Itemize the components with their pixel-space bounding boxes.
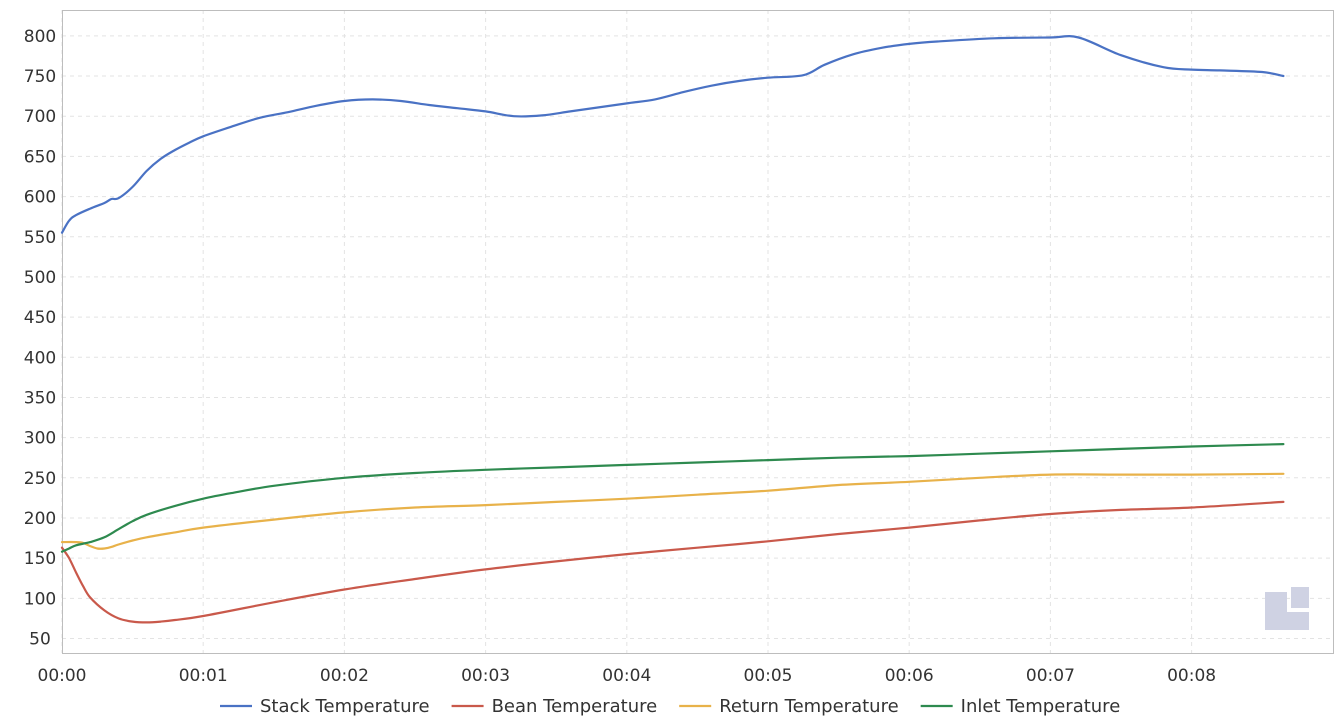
gridlines [61,10,1333,653]
x-tick-label: 00:02 [320,666,369,686]
y-axis-ticks: 50 100 150 200 250 300 350 400 450 500 550 600 650 70… [24,27,56,650]
inlet-temperature-line [60,443,1285,553]
legend-item-return-temperature[interactable]: Return Temperature [679,696,899,717]
x-tick-label: 00:03 [461,666,510,686]
legend: Stack Temperature Bean Temperature Return … [220,696,1120,717]
stack-temperature-line [60,35,1285,234]
y-tick-label: 250 [24,469,56,489]
legend-label: Stack Temperature [260,696,430,717]
y-tick-label: 500 [24,268,56,288]
y-tick-label: 750 [24,67,56,87]
y-tick-label: 350 [24,388,56,408]
bean-temperature-line [60,500,1285,624]
legend-item-stack-temperature[interactable]: Stack Temperature [220,696,430,717]
y-tick-label: 700 [24,107,56,127]
x-tick-label: 00:06 [885,666,934,686]
legend-item-bean-temperature[interactable]: Bean Temperature [451,696,658,717]
x-tick-label: 00:05 [744,666,793,686]
y-tick-label: 600 [24,188,56,208]
series-lines [60,35,1285,624]
y-tick-label: 650 [24,147,56,167]
y-tick-label: 550 [24,228,56,248]
legend-item-inlet-temperature[interactable]: Inlet Temperature [920,696,1121,717]
x-tick-label: 00:04 [602,666,651,686]
y-tick-label: 800 [24,27,56,47]
x-tick-label: 00:07 [1026,666,1075,686]
y-tick-label: 300 [24,429,56,449]
y-tick-label: 400 [24,348,56,368]
logo-watermark [1265,587,1309,630]
legend-label: Return Temperature [719,696,898,717]
return-temperature-line [60,472,1285,550]
legend-label: Inlet Temperature [961,696,1121,717]
x-axis-ticks: 00:00 00:01 00:02 00:03 00:04 00:05 00:06 00:07… [38,666,1217,686]
plot-frame [62,10,1334,654]
y-tick-label: 50 [29,630,51,650]
y-tick-label: 150 [24,549,56,569]
x-tick-label: 00:01 [179,666,228,686]
y-tick-label: 100 [24,589,56,609]
y-tick-label: 450 [24,308,56,328]
y-tick-label: 200 [24,509,56,529]
legend-label: Bean Temperature [492,696,658,717]
x-tick-label: 00:08 [1167,666,1216,686]
x-tick-label: 00:00 [38,666,87,686]
